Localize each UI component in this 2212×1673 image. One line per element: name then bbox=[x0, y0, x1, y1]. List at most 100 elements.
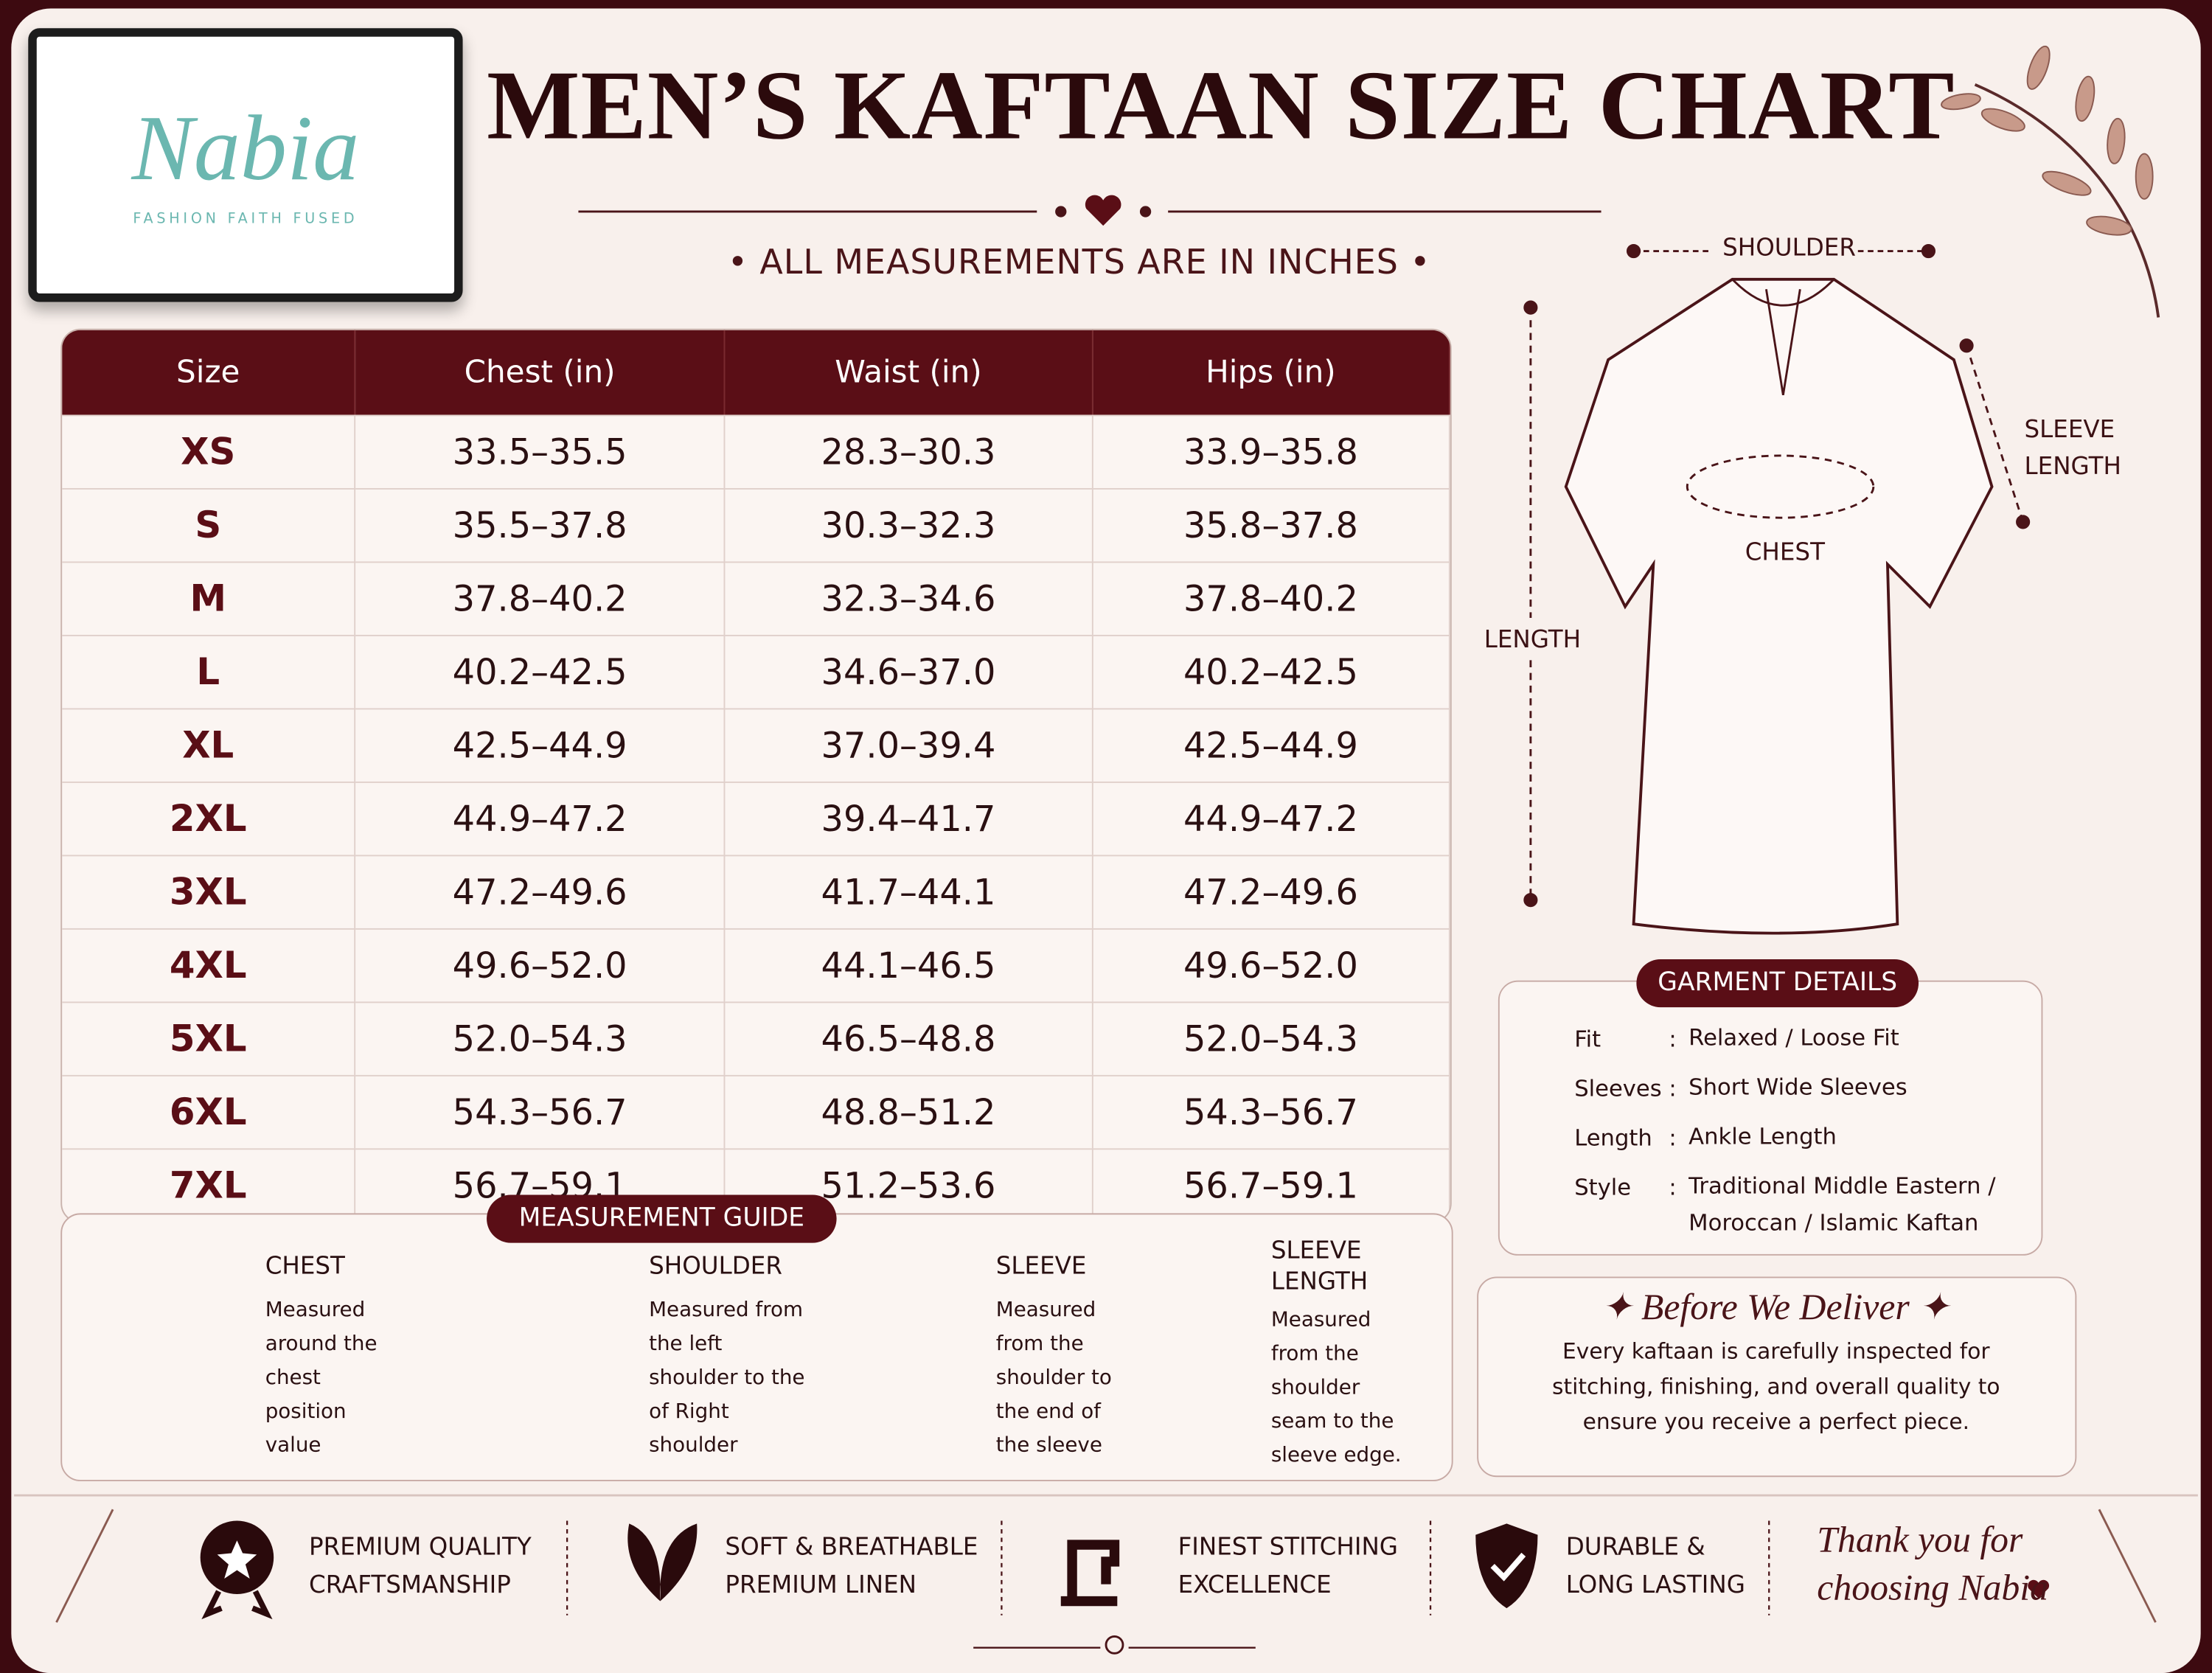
feature-line: PREMIUM QUALITY bbox=[309, 1533, 532, 1562]
guide-title: CHEST bbox=[265, 1252, 345, 1281]
guide-text: Measured around the chest position value bbox=[265, 1299, 378, 1458]
measure-cell: 49.6–52.0 bbox=[1092, 928, 1450, 1002]
measure-cell: 47.2–49.6 bbox=[355, 855, 726, 928]
detail-separator: : bbox=[1669, 1124, 1677, 1152]
measure-cell: 37.8–40.2 bbox=[1092, 561, 1450, 635]
measure-cell: 54.3–56.7 bbox=[355, 1074, 726, 1149]
feature: DURABLE & LONG LASTING bbox=[1566, 1529, 1745, 1605]
measure-cell: 30.3–32.3 bbox=[725, 487, 1093, 562]
header-row: Size Chest (in) Waist (in) Hips (in) bbox=[62, 330, 1450, 415]
detail-value: Traditional Middle Eastern / Moroccan / … bbox=[1688, 1172, 1996, 1237]
measure-cell: 44.1–46.5 bbox=[725, 928, 1093, 1002]
feature-line: LONG LASTING bbox=[1565, 1571, 1745, 1600]
measure-cell: 56.7–59.1 bbox=[1092, 1148, 1450, 1222]
size-cell: 4XL bbox=[62, 928, 356, 1002]
guide-text: Measured from the left shoulder to the o… bbox=[649, 1299, 805, 1458]
column-header: Waist (in) bbox=[725, 330, 1093, 415]
size-cell: 5XL bbox=[62, 1001, 356, 1075]
column-header: Chest (in) bbox=[355, 330, 726, 415]
shoulder-label: SHOULDER bbox=[1722, 234, 1856, 262]
chest-label: CHEST bbox=[1745, 538, 1825, 568]
measure-cell: 52.0–54.3 bbox=[355, 1001, 726, 1075]
detail-separator: : bbox=[1669, 1074, 1677, 1102]
size-table: Size Chest (in) Waist (in) Hips (in) XS 33.5… bbox=[60, 328, 1452, 1223]
thank-you: Thank you for choosing Nabia bbox=[1817, 1517, 2048, 1613]
table-row: 2XL 44.9–47.2 39.4–41.7 44.9–47.2 bbox=[62, 781, 1450, 855]
garment-details-box bbox=[1498, 980, 2043, 1256]
size-cell: L bbox=[62, 634, 356, 709]
feature-line: FINEST STITCHING bbox=[1178, 1533, 1398, 1562]
feature-line: EXCELLENCE bbox=[1178, 1571, 1332, 1600]
table-row: M 37.8–40.2 32.3–34.6 37.8–40.2 bbox=[62, 561, 1450, 635]
measure-cell: 48.8–51.2 bbox=[725, 1074, 1093, 1149]
measure-cell: 37.0–39.4 bbox=[725, 708, 1093, 782]
table-body: XS 33.5–35.5 28.3–30.3 33.9–35.8 S 35.5–37.8 3… bbox=[62, 414, 1450, 1222]
feature-line: CRAFTSMANSHIP bbox=[309, 1571, 511, 1600]
logo: Nabia FASHION FAITH FUSED bbox=[28, 28, 463, 302]
size-cell: S bbox=[62, 487, 356, 562]
column-header: Size bbox=[62, 330, 356, 415]
deliver-box bbox=[1477, 1276, 2077, 1478]
measure-cell: 44.9–47.2 bbox=[355, 781, 726, 855]
size-cell: XL bbox=[62, 708, 356, 782]
detail-label: Style bbox=[1574, 1173, 1632, 1201]
measure-cell: 33.5–35.5 bbox=[355, 414, 726, 488]
measure-cell: 34.6–37.0 bbox=[725, 634, 1093, 709]
table-row: XL 42.5–44.9 37.0–39.4 42.5–44.9 bbox=[62, 708, 1450, 782]
measure-cell: 40.2–42.5 bbox=[1092, 634, 1450, 709]
feature-line: SOFT & BREATHABLE bbox=[725, 1533, 978, 1562]
measure-cell: 49.6–52.0 bbox=[355, 928, 726, 1002]
size-cell: 6XL bbox=[62, 1074, 356, 1149]
sleeve-length-label: SLEEVE LENGTH bbox=[2024, 416, 2121, 481]
measure-cell: 42.5–44.9 bbox=[355, 708, 726, 782]
detail-value: Short Wide Sleeves bbox=[1688, 1073, 1907, 1101]
detail-label: Sleeves bbox=[1574, 1074, 1662, 1102]
measure-cell: 37.8–40.2 bbox=[355, 561, 726, 635]
size-cell: M bbox=[62, 561, 356, 635]
logo-name: Nabia bbox=[131, 97, 360, 201]
measure-cell: 32.3–34.6 bbox=[725, 561, 1093, 635]
table-row: 5XL 52.0–54.3 46.5–48.8 52.0–54.3 bbox=[62, 1001, 1450, 1075]
measure-cell: 42.5–44.9 bbox=[1092, 708, 1450, 782]
table-row: L 40.2–42.5 34.6–37.0 40.2–42.5 bbox=[62, 634, 1450, 709]
page-title: MEN’S KAFTAAN SIZE CHART bbox=[487, 52, 1955, 161]
logo-tagline: FASHION FAITH FUSED bbox=[133, 211, 358, 228]
guide-text: Measured from the shoulder seam to the s… bbox=[1270, 1309, 1402, 1467]
size-cell: 7XL bbox=[62, 1148, 356, 1222]
feature-line: DURABLE & bbox=[1565, 1533, 1705, 1562]
measure-cell: 28.3–30.3 bbox=[725, 414, 1093, 488]
guide-title: SLEEVE LENGTH bbox=[1270, 1237, 1368, 1297]
column-header: Hips (in) bbox=[1092, 330, 1450, 415]
measure-cell: 44.9–47.2 bbox=[1092, 781, 1450, 855]
deliver-text: Every kaftaan is carefully inspected for… bbox=[1552, 1338, 2000, 1435]
detail-label: Length bbox=[1574, 1124, 1652, 1152]
table-row: 4XL 49.6–52.0 44.1–46.5 49.6–52.0 bbox=[62, 928, 1450, 1002]
guide-title: SHOULDER bbox=[649, 1252, 782, 1281]
table-row: S 35.5–37.8 30.3–32.3 35.8–37.8 bbox=[62, 487, 1450, 562]
measure-cell: 40.2–42.5 bbox=[355, 634, 726, 709]
guide-title: SLEEVE bbox=[995, 1252, 1087, 1281]
measure-cell: 47.2–49.6 bbox=[1092, 855, 1450, 928]
measure-cell: 33.9–35.8 bbox=[1092, 414, 1450, 488]
detail-label: Fit bbox=[1574, 1025, 1601, 1053]
measure-cell: 54.3–56.7 bbox=[1092, 1074, 1450, 1149]
measure-cell: 51.2–53.6 bbox=[725, 1148, 1093, 1222]
measure-cell: 41.7–44.1 bbox=[725, 855, 1093, 928]
detail-value: Ankle Length bbox=[1688, 1122, 1837, 1150]
table-row: XS 33.5–35.5 28.3–30.3 33.9–35.8 bbox=[62, 414, 1450, 488]
detail-separator: : bbox=[1669, 1173, 1677, 1201]
garment-details-title: GARMENT DETAILS bbox=[1636, 959, 1919, 1008]
feature: FINEST STITCHING EXCELLENCE bbox=[1178, 1529, 1398, 1605]
size-cell: 3XL bbox=[62, 855, 356, 928]
measure-cell: 35.8–37.8 bbox=[1092, 487, 1450, 562]
deliver-title: ✦ Before We Deliver ✦ bbox=[1601, 1286, 1950, 1328]
measure-cell: 46.5–48.8 bbox=[725, 1001, 1093, 1075]
thank-you-line: Thank you for bbox=[1817, 1519, 2023, 1561]
feature: PREMIUM QUALITY CRAFTSMANSHIP bbox=[309, 1529, 532, 1605]
measure-cell: 39.4–41.7 bbox=[725, 781, 1093, 855]
table-row: 6XL 54.3–56.7 48.8–51.2 54.3–56.7 bbox=[62, 1074, 1450, 1149]
measure-cell: 35.5–37.8 bbox=[355, 487, 726, 562]
